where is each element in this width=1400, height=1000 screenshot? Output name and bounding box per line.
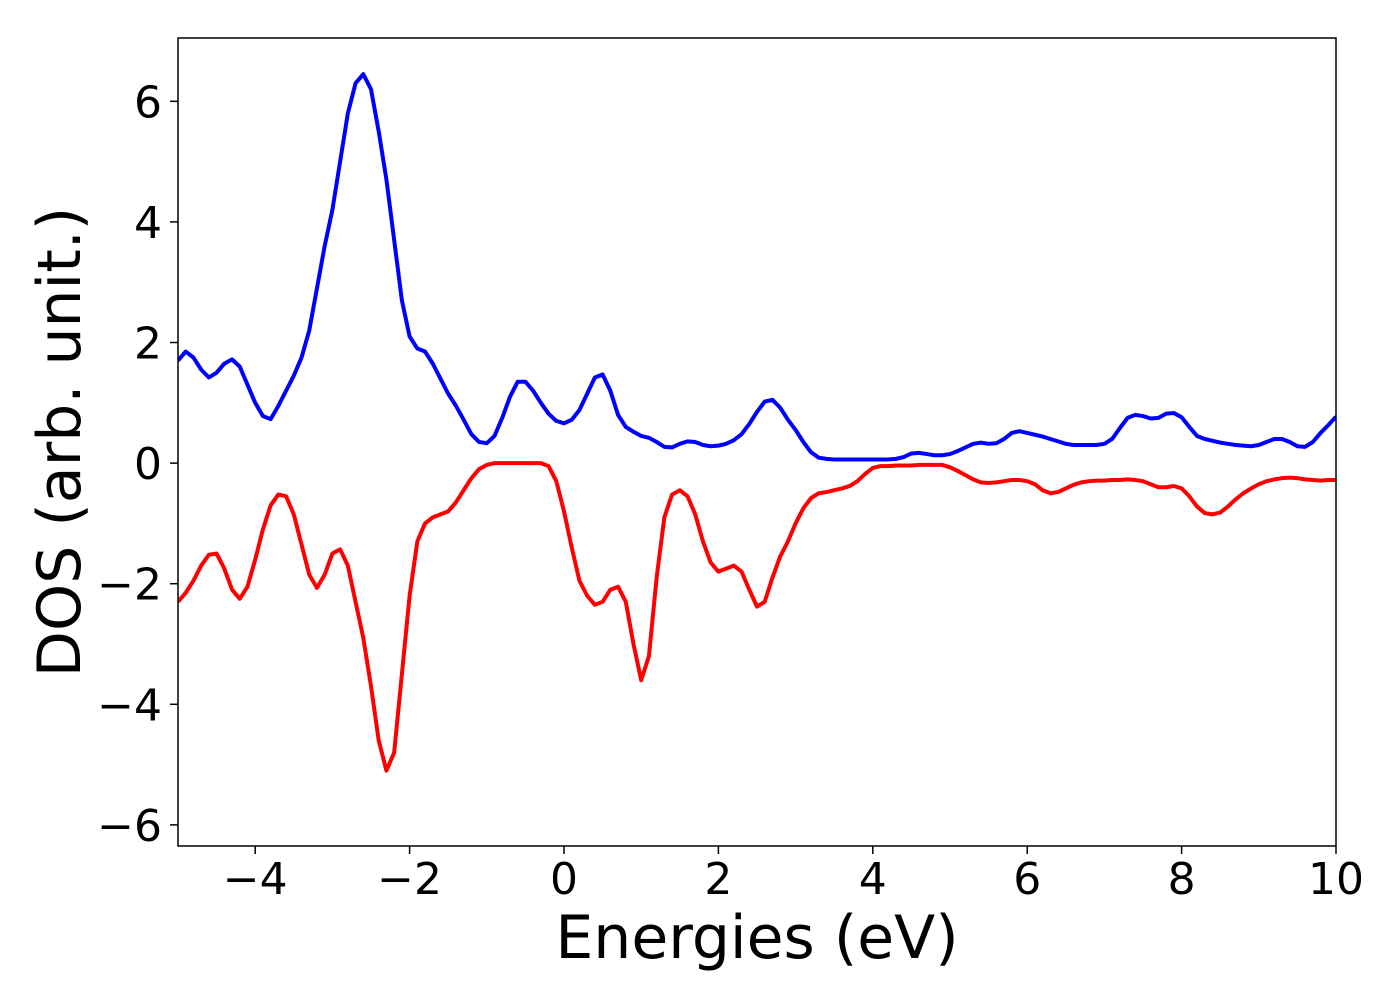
x-tick-label: 10 — [1308, 854, 1364, 905]
y-tick-label: 2 — [134, 319, 162, 370]
y-tick-label: 4 — [134, 198, 162, 249]
x-tick-label: −4 — [223, 854, 288, 905]
series-line — [178, 461, 1336, 773]
y-tick-label: −4 — [97, 680, 162, 731]
y-tick-label: 0 — [134, 439, 162, 490]
x-tick-label: 2 — [704, 854, 732, 905]
x-tick-label: 6 — [1013, 854, 1041, 905]
y-tick-label: −2 — [97, 560, 162, 611]
x-tick-label: 8 — [1168, 854, 1196, 905]
y-tick-label: 6 — [134, 77, 162, 128]
x-tick-label: 0 — [550, 854, 578, 905]
x-axis-label: Energies (eV) — [555, 903, 958, 973]
y-axis-label: DOS (arb. unit.) — [25, 207, 95, 677]
plot-frame — [177, 37, 1337, 847]
series-line — [178, 72, 1336, 462]
x-tick-label: 4 — [859, 854, 887, 905]
y-tick-label: −6 — [97, 801, 162, 852]
x-tick-label: −2 — [377, 854, 442, 905]
